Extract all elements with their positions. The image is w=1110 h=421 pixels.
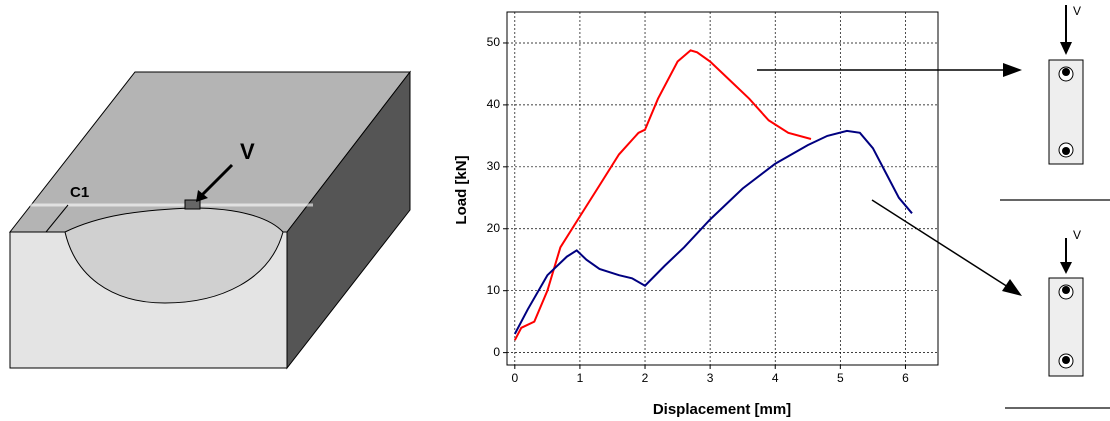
x-tick-label: 1 bbox=[577, 371, 584, 385]
y-tick-label: 10 bbox=[487, 283, 501, 297]
x-tick-label: 4 bbox=[772, 371, 779, 385]
plot-frame bbox=[507, 12, 938, 365]
edge-label: C1 bbox=[70, 184, 89, 201]
anchor-plate-bottom: V bbox=[1049, 228, 1083, 376]
load-label: V bbox=[1073, 4, 1081, 18]
y-axis-title: Load [kN] bbox=[453, 155, 470, 224]
anchor-plate-top: V bbox=[1049, 4, 1083, 164]
concrete-block: V C1 bbox=[10, 72, 410, 368]
load-label: V bbox=[1073, 228, 1081, 242]
x-axis-title: Displacement [mm] bbox=[653, 401, 791, 418]
x-tick-label: 0 bbox=[511, 371, 518, 385]
x-tick-label: 5 bbox=[837, 371, 844, 385]
y-tick-label: 40 bbox=[487, 97, 501, 111]
x-tick-label: 3 bbox=[707, 371, 714, 385]
y-tick-label: 0 bbox=[493, 345, 500, 359]
plot-area: 0 10 20 30 40 50 0 1 2 3 4 5 6 bbox=[487, 12, 938, 385]
x-tick-label: 2 bbox=[642, 371, 649, 385]
load-label: V bbox=[240, 139, 255, 164]
x-tick-label: 6 bbox=[902, 371, 909, 385]
y-tick-label: 30 bbox=[487, 159, 501, 173]
figure: V C1 Displacement [mm] Load [kN] 0102030… bbox=[0, 0, 1110, 421]
y-tick-label: 50 bbox=[487, 35, 501, 49]
y-tick-label: 20 bbox=[487, 221, 501, 235]
